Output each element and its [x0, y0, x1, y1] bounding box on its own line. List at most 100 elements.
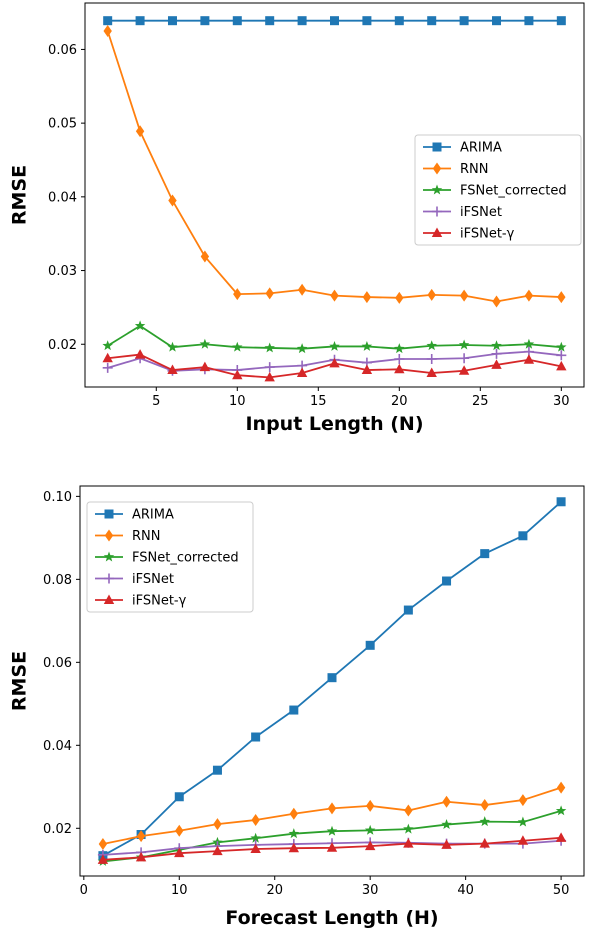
data-point-2-1: [134, 320, 146, 331]
data-point-0-6: [297, 16, 307, 26]
y-tick-label-4: 0.10: [43, 490, 72, 505]
data-point-1-11: [459, 289, 469, 302]
legend-marker-4: [431, 227, 443, 237]
data-point-3-9: [394, 353, 405, 364]
legend-label-4: iFSNet-γ: [460, 227, 515, 242]
data-point-1-8: [404, 804, 413, 817]
data-point-0-2: [174, 792, 184, 802]
data-point-1-9: [395, 291, 404, 304]
data-point-1-8: [362, 291, 372, 304]
data-point-3-10: [426, 353, 437, 364]
data-point-2-13: [523, 338, 535, 349]
data-point-2-7: [364, 824, 376, 835]
x-tick-label-1: 10: [171, 883, 188, 898]
data-point-3-0: [102, 362, 113, 373]
data-point-3-14: [556, 350, 567, 361]
data-point-1-3: [213, 818, 222, 831]
data-point-0-12: [492, 16, 502, 26]
axes-frame: [84, 2, 585, 388]
x-tick-label-0: 5: [152, 394, 160, 409]
data-point-0-1: [135, 16, 145, 26]
data-point-4-5: [264, 371, 275, 382]
data-point-2-4: [232, 341, 243, 352]
series-ARIMA: [103, 16, 566, 26]
data-point-0-12: [556, 497, 566, 507]
x-axis-title: Input Length (N): [245, 413, 423, 435]
data-point-1-1: [135, 125, 145, 138]
x-axis-title: Forecast Length (H): [225, 907, 438, 929]
data-point-0-3: [200, 16, 210, 26]
legend-marker-3: [104, 573, 114, 584]
data-point-1-12: [492, 295, 501, 308]
data-point-0-11: [518, 531, 528, 541]
data-point-4-0: [102, 352, 113, 363]
x-tick-label-5: 50: [553, 883, 570, 898]
legend-marker-4: [103, 594, 115, 604]
data-point-1-0: [103, 25, 112, 38]
data-point-2-4: [250, 832, 261, 843]
data-point-4-9: [441, 839, 452, 849]
data-point-4-1: [134, 349, 146, 359]
data-point-4-1: [135, 851, 147, 862]
series-FSNet_corrected: [102, 320, 567, 354]
data-point-4-2: [167, 364, 178, 375]
data-point-1-10: [427, 288, 436, 301]
y-axis-title: RMSE: [9, 651, 31, 711]
legend: ARIMA RNN FSNet_corrected iFSNet iFSNet-γ: [86, 501, 254, 613]
data-point-4-8: [361, 364, 373, 375]
data-point-0-9: [394, 16, 404, 26]
data-point-1-11: [518, 794, 528, 807]
axes-frame: [79, 485, 585, 877]
data-point-3-5: [264, 362, 275, 373]
data-point-0-5: [289, 705, 299, 715]
data-point-1-6: [297, 283, 307, 296]
data-point-1-2: [175, 824, 184, 837]
x-tick-label-3: 20: [391, 394, 408, 409]
data-point-0-11: [459, 16, 469, 26]
y-tick-label-3: 0.08: [43, 573, 72, 588]
data-point-1-7: [365, 799, 375, 812]
data-point-4-14: [556, 360, 567, 371]
data-point-1-3: [200, 250, 210, 263]
data-point-4-2: [174, 847, 185, 858]
data-point-0-8: [362, 16, 372, 26]
data-point-1-0: [98, 838, 108, 851]
series-RNN: [98, 781, 566, 851]
legend-marker-1: [104, 529, 114, 542]
data-point-4-13: [523, 354, 535, 364]
legend-marker-3: [432, 206, 442, 217]
legend-marker-0: [104, 509, 114, 519]
data-point-1-10: [480, 799, 489, 812]
data-point-4-11: [458, 365, 470, 375]
data-point-1-2: [168, 194, 177, 207]
y-tick-label-3: 0.05: [48, 117, 77, 132]
legend-marker-0: [432, 142, 442, 152]
legend-label-0: ARIMA: [132, 508, 174, 523]
data-point-0-10: [480, 549, 490, 559]
data-point-2-14: [556, 341, 567, 352]
data-point-4-6: [296, 367, 308, 377]
data-point-0-13: [524, 16, 534, 26]
data-point-4-3: [212, 845, 223, 856]
data-point-2-3: [199, 338, 211, 349]
legend-label-2: FSNet_corrected: [460, 184, 567, 199]
data-point-0-7: [365, 640, 375, 650]
data-point-0-5: [265, 16, 275, 26]
chart-2: 0 10 20 30 40 50 0.02 0.04 0.06 0.08 0.10 Forecast …: [9, 485, 585, 929]
y-tick-label-2: 0.04: [48, 190, 77, 205]
data-point-3-12: [491, 348, 502, 359]
data-point-1-7: [330, 289, 339, 302]
data-point-2-10: [479, 816, 490, 827]
y-tick-label-4: 0.06: [48, 43, 77, 58]
data-point-4-12: [491, 359, 502, 369]
data-point-4-0: [97, 854, 109, 864]
data-point-3-11: [459, 353, 470, 364]
series-RNN: [103, 25, 566, 308]
data-point-2-11: [517, 816, 529, 827]
data-point-1-9: [442, 795, 451, 808]
legend-marker-1: [432, 162, 442, 175]
x-tick-label-0: 0: [80, 883, 88, 898]
x-tick-label-2: 15: [310, 394, 327, 409]
x-tick-label-3: 30: [362, 883, 379, 898]
x-tick-label-4: 40: [457, 883, 474, 898]
